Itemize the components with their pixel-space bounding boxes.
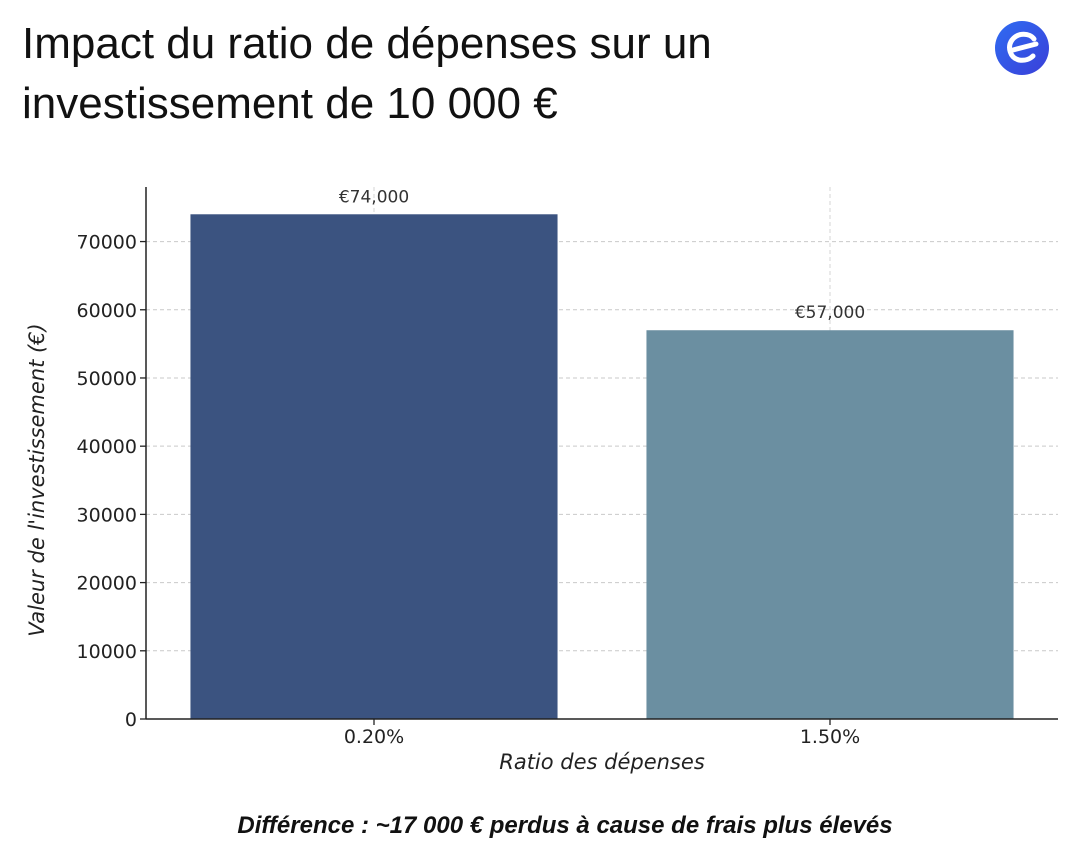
data-label: €57,000 <box>795 303 865 323</box>
y-axis-label: Valeur de l'investissement (€) <box>25 323 49 636</box>
labels: 0 10000 20000 30000 40000 50000 60000 70000 0.20… <box>77 187 866 748</box>
y-tick-label: 0 <box>125 709 137 731</box>
y-tick-label: 40000 <box>77 436 137 458</box>
bar-chart: 0 10000 20000 30000 40000 50000 60000 70000 0.20… <box>25 187 1058 774</box>
y-tick-label: 60000 <box>77 300 137 322</box>
chart-title: Impact du ratio de dépenses sur un inves… <box>22 19 712 128</box>
e-logo-icon <box>995 21 1049 75</box>
y-tick-label: 70000 <box>77 232 137 254</box>
y-tick-label: 20000 <box>77 573 137 595</box>
y-tick-label: 10000 <box>77 641 137 663</box>
data-label: €74,000 <box>339 187 409 207</box>
y-tick-label: 50000 <box>77 368 137 390</box>
axes <box>140 187 1058 725</box>
y-tick-label: 30000 <box>77 504 137 526</box>
x-tick-label: 0.20% <box>344 726 404 748</box>
bar <box>190 214 558 720</box>
bars <box>190 214 1014 720</box>
bar <box>646 330 1014 719</box>
x-tick-label: 1.50% <box>800 726 860 748</box>
chart-caption: Différence : ~17 000 € perdus à cause de… <box>237 812 893 839</box>
x-axis-label: Ratio des dépenses <box>499 750 705 774</box>
